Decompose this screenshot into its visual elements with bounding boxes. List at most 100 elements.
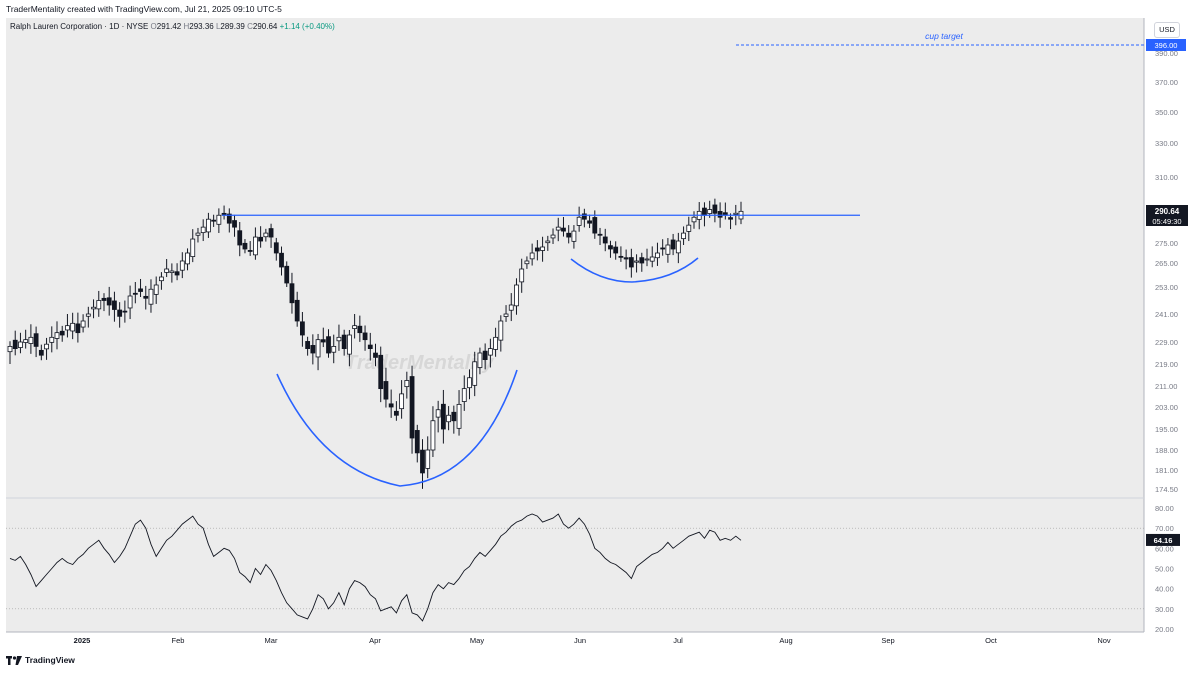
candle-body[interactable] — [550, 234, 556, 239]
candle-body[interactable] — [566, 232, 572, 238]
candle-body[interactable] — [712, 204, 718, 214]
candle-body[interactable] — [206, 218, 211, 233]
candle-body[interactable] — [75, 323, 81, 334]
candle-body[interactable] — [169, 270, 175, 274]
candle-body[interactable] — [655, 252, 660, 259]
candle-body[interactable] — [388, 403, 394, 408]
candle-body[interactable] — [247, 250, 253, 252]
candle-body[interactable] — [268, 228, 274, 238]
candle-body[interactable] — [237, 230, 243, 246]
candle-body[interactable] — [660, 247, 666, 250]
candle-body[interactable] — [581, 213, 587, 220]
candle-body[interactable] — [728, 217, 733, 220]
candle-body[interactable] — [242, 242, 248, 250]
candle-body[interactable] — [623, 257, 629, 260]
candle-body[interactable] — [472, 361, 478, 386]
candle-body[interactable] — [613, 246, 619, 254]
candle-body[interactable] — [80, 320, 86, 328]
candle-body[interactable] — [555, 226, 561, 231]
candle-body[interactable] — [148, 288, 154, 305]
candle-body[interactable] — [216, 214, 222, 225]
candle-body[interactable] — [65, 325, 70, 331]
candle-body[interactable] — [112, 300, 117, 310]
candle-body[interactable] — [545, 240, 551, 244]
candle-body[interactable] — [122, 310, 128, 313]
chart-panel[interactable] — [6, 18, 1144, 632]
candle-body[interactable] — [508, 304, 514, 311]
candle-body[interactable] — [352, 325, 358, 329]
candle-body[interactable] — [628, 257, 634, 268]
candle-body[interactable] — [12, 339, 18, 349]
candle-body[interactable] — [461, 388, 467, 402]
candle-body[interactable] — [179, 260, 185, 271]
candle-body[interactable] — [258, 236, 264, 242]
candle-body[interactable] — [399, 393, 405, 410]
candle-body[interactable] — [618, 255, 624, 258]
rsi-line[interactable] — [9, 513, 742, 622]
candle-body[interactable] — [59, 330, 65, 336]
candle-body[interactable] — [263, 232, 269, 238]
candle-body[interactable] — [514, 284, 519, 307]
candle-body[interactable] — [200, 226, 206, 234]
candle-body[interactable] — [331, 345, 337, 353]
candle-body[interactable] — [153, 284, 159, 295]
candle-body[interactable] — [414, 430, 420, 454]
candle-body[interactable] — [279, 252, 284, 268]
candle-body[interactable] — [159, 276, 164, 282]
candle-body[interactable] — [665, 244, 671, 255]
candle-body[interactable] — [367, 344, 373, 349]
candle-body[interactable] — [691, 216, 697, 223]
candle-body[interactable] — [707, 209, 713, 214]
candle-body[interactable] — [341, 334, 347, 349]
candle-body[interactable] — [18, 341, 23, 348]
candle-body[interactable] — [702, 207, 707, 216]
candle-body[interactable] — [70, 322, 76, 332]
candle-body[interactable] — [451, 411, 457, 422]
candle-body[interactable] — [143, 295, 149, 299]
candle-body[interactable] — [190, 238, 196, 258]
candle-body[interactable] — [294, 299, 300, 322]
candle-body[interactable] — [7, 345, 13, 353]
candle-body[interactable] — [211, 219, 217, 222]
candle-body[interactable] — [733, 212, 739, 215]
candle-body[interactable] — [686, 224, 692, 232]
currency-badge[interactable]: USD — [1154, 22, 1180, 38]
candle-body[interactable] — [315, 339, 321, 358]
candle-body[interactable] — [253, 236, 258, 256]
candle-body[interactable] — [305, 341, 311, 350]
candle-body[interactable] — [284, 265, 290, 284]
candle-body[interactable] — [96, 300, 102, 310]
candle-body[interactable] — [717, 211, 723, 218]
candle-body[interactable] — [529, 252, 535, 260]
candle-body[interactable] — [346, 334, 352, 355]
candle-body[interactable] — [571, 230, 577, 242]
candle-body[interactable] — [440, 403, 446, 430]
candle-body[interactable] — [132, 292, 138, 295]
handle-arc[interactable] — [570, 257, 699, 283]
candle-body[interactable] — [467, 377, 472, 389]
candle-body[interactable] — [644, 258, 650, 261]
candle-body[interactable] — [498, 320, 504, 341]
candle-body[interactable] — [23, 339, 29, 343]
candle-body[interactable] — [592, 217, 598, 234]
candle-body[interactable] — [409, 376, 415, 439]
candle-body[interactable] — [524, 260, 530, 265]
candle-body[interactable] — [164, 268, 170, 273]
candle-body[interactable] — [185, 252, 190, 265]
candle-body[interactable] — [38, 349, 44, 356]
candle-body[interactable] — [493, 336, 498, 350]
candle-body[interactable] — [85, 313, 91, 317]
candle-body[interactable] — [320, 339, 326, 343]
candle-body[interactable] — [597, 233, 603, 236]
candle-body[interactable] — [681, 232, 686, 240]
candle-body[interactable] — [49, 336, 55, 343]
candle-body[interactable] — [670, 239, 676, 250]
candle-body[interactable] — [326, 336, 331, 354]
cup-arc[interactable] — [276, 369, 518, 487]
candle-body[interactable] — [378, 354, 384, 390]
candle-body[interactable] — [587, 220, 592, 224]
candle-body[interactable] — [54, 332, 60, 339]
candle-body[interactable] — [273, 242, 279, 254]
candle-body[interactable] — [33, 333, 39, 347]
